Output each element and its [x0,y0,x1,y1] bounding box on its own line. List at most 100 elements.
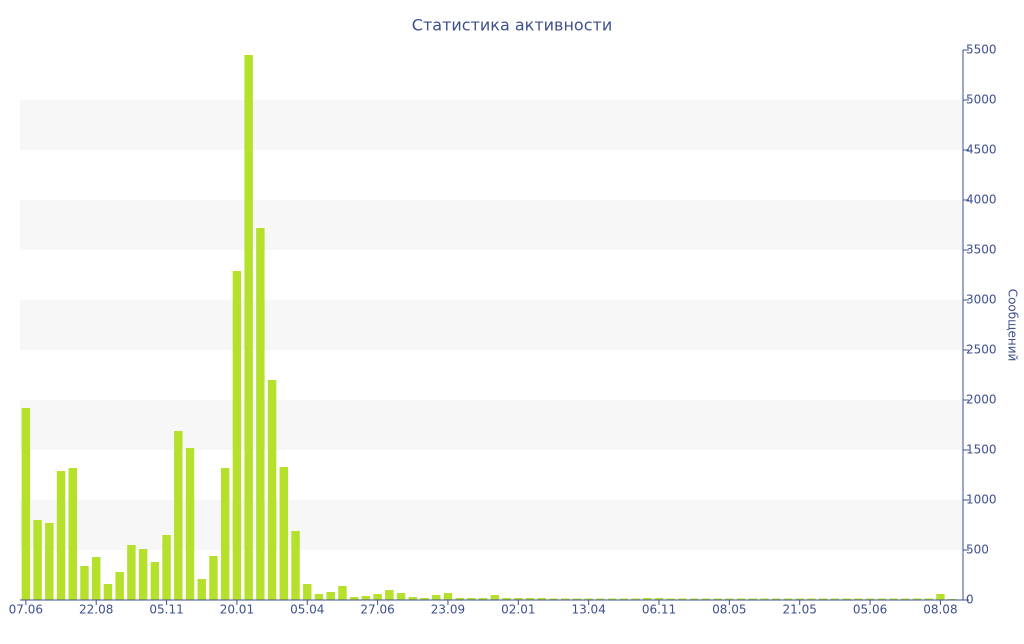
bar [244,55,253,600]
y-tick-label: 0 [966,593,974,607]
bar [842,598,851,600]
bar [912,598,922,600]
y-tick-label: 5000 [966,93,997,107]
bar [197,579,206,600]
bar [924,598,933,600]
bar [877,598,887,600]
bar [584,598,593,600]
bar [889,598,898,600]
bar [68,468,77,600]
bar [701,598,711,600]
x-tick-label: 05.11 [149,603,183,617]
bar [713,598,722,600]
bar [56,471,66,600]
bar [209,556,218,600]
y-tick-label: 4500 [966,143,997,157]
bar [643,598,652,600]
bar [689,598,699,600]
bar [936,594,945,600]
bar [349,597,359,600]
bar [303,584,312,600]
bar [760,598,769,600]
bar [162,535,171,600]
bar [736,598,746,600]
x-tick-label: 23.09 [431,603,465,617]
bar [127,545,136,600]
bar [361,596,371,600]
bar [807,598,816,600]
y-tick-label: 4000 [966,193,997,207]
bar [666,598,675,600]
plot-band [20,200,963,250]
bar [901,598,910,600]
x-tick-label: 05.04 [290,603,324,617]
x-tick-label: 08.05 [712,603,746,617]
plot-band [20,500,963,550]
bar [783,598,793,600]
plot-band [20,100,963,150]
plot-band [20,300,963,350]
bar [80,566,89,600]
x-tick-label: 21.05 [783,603,817,617]
x-tick-label: 13.04 [571,603,605,617]
bar [220,468,230,600]
bar [373,594,382,600]
bar [150,562,160,600]
bar [549,598,558,600]
bar [795,598,804,600]
bar [537,598,546,600]
bar [420,598,429,600]
bar [854,598,863,600]
bar [103,584,113,600]
bar [256,228,265,600]
bar [115,572,124,600]
bar [45,523,54,600]
bar [525,598,535,600]
y-tick-label: 2000 [966,393,997,407]
bar [174,431,183,600]
bar [607,598,617,600]
bar [748,598,758,600]
bar [138,549,148,600]
bar [314,594,324,600]
y-tick-label: 1000 [966,493,997,507]
chart-title: Статистика активности [412,16,612,35]
x-tick-label: 07.06 [9,603,43,617]
plot-band [20,400,963,450]
bar [560,598,570,600]
bar [502,598,511,600]
bar [326,592,335,600]
bar [830,598,840,600]
bar [572,598,582,600]
bar [396,593,406,600]
bar [408,597,418,600]
x-tick-label: 08.08 [923,603,957,617]
bar [267,380,277,600]
bar [490,595,500,600]
y-tick-label: 3500 [966,243,997,257]
y-tick-label: 5500 [966,43,997,57]
bar [338,586,347,600]
x-tick-label: 06.11 [642,603,676,617]
y-axis-label: Сообщений [1006,289,1020,362]
y-tick-label: 500 [966,543,989,557]
bar [865,598,875,600]
bar [21,408,31,600]
bar [596,598,605,600]
bar [185,448,195,600]
x-tick-label: 22.08 [79,603,113,617]
bar [514,598,523,600]
x-tick-label: 27.06 [360,603,394,617]
bar [432,595,441,600]
bar [455,598,464,600]
bar [818,598,828,600]
x-tick-label: 20.01 [220,603,254,617]
bar [619,598,629,600]
bar [91,557,101,600]
y-tick-label: 1500 [966,443,997,457]
bar [772,598,781,600]
bar [33,520,42,600]
bar [443,593,453,600]
bar [385,590,394,600]
